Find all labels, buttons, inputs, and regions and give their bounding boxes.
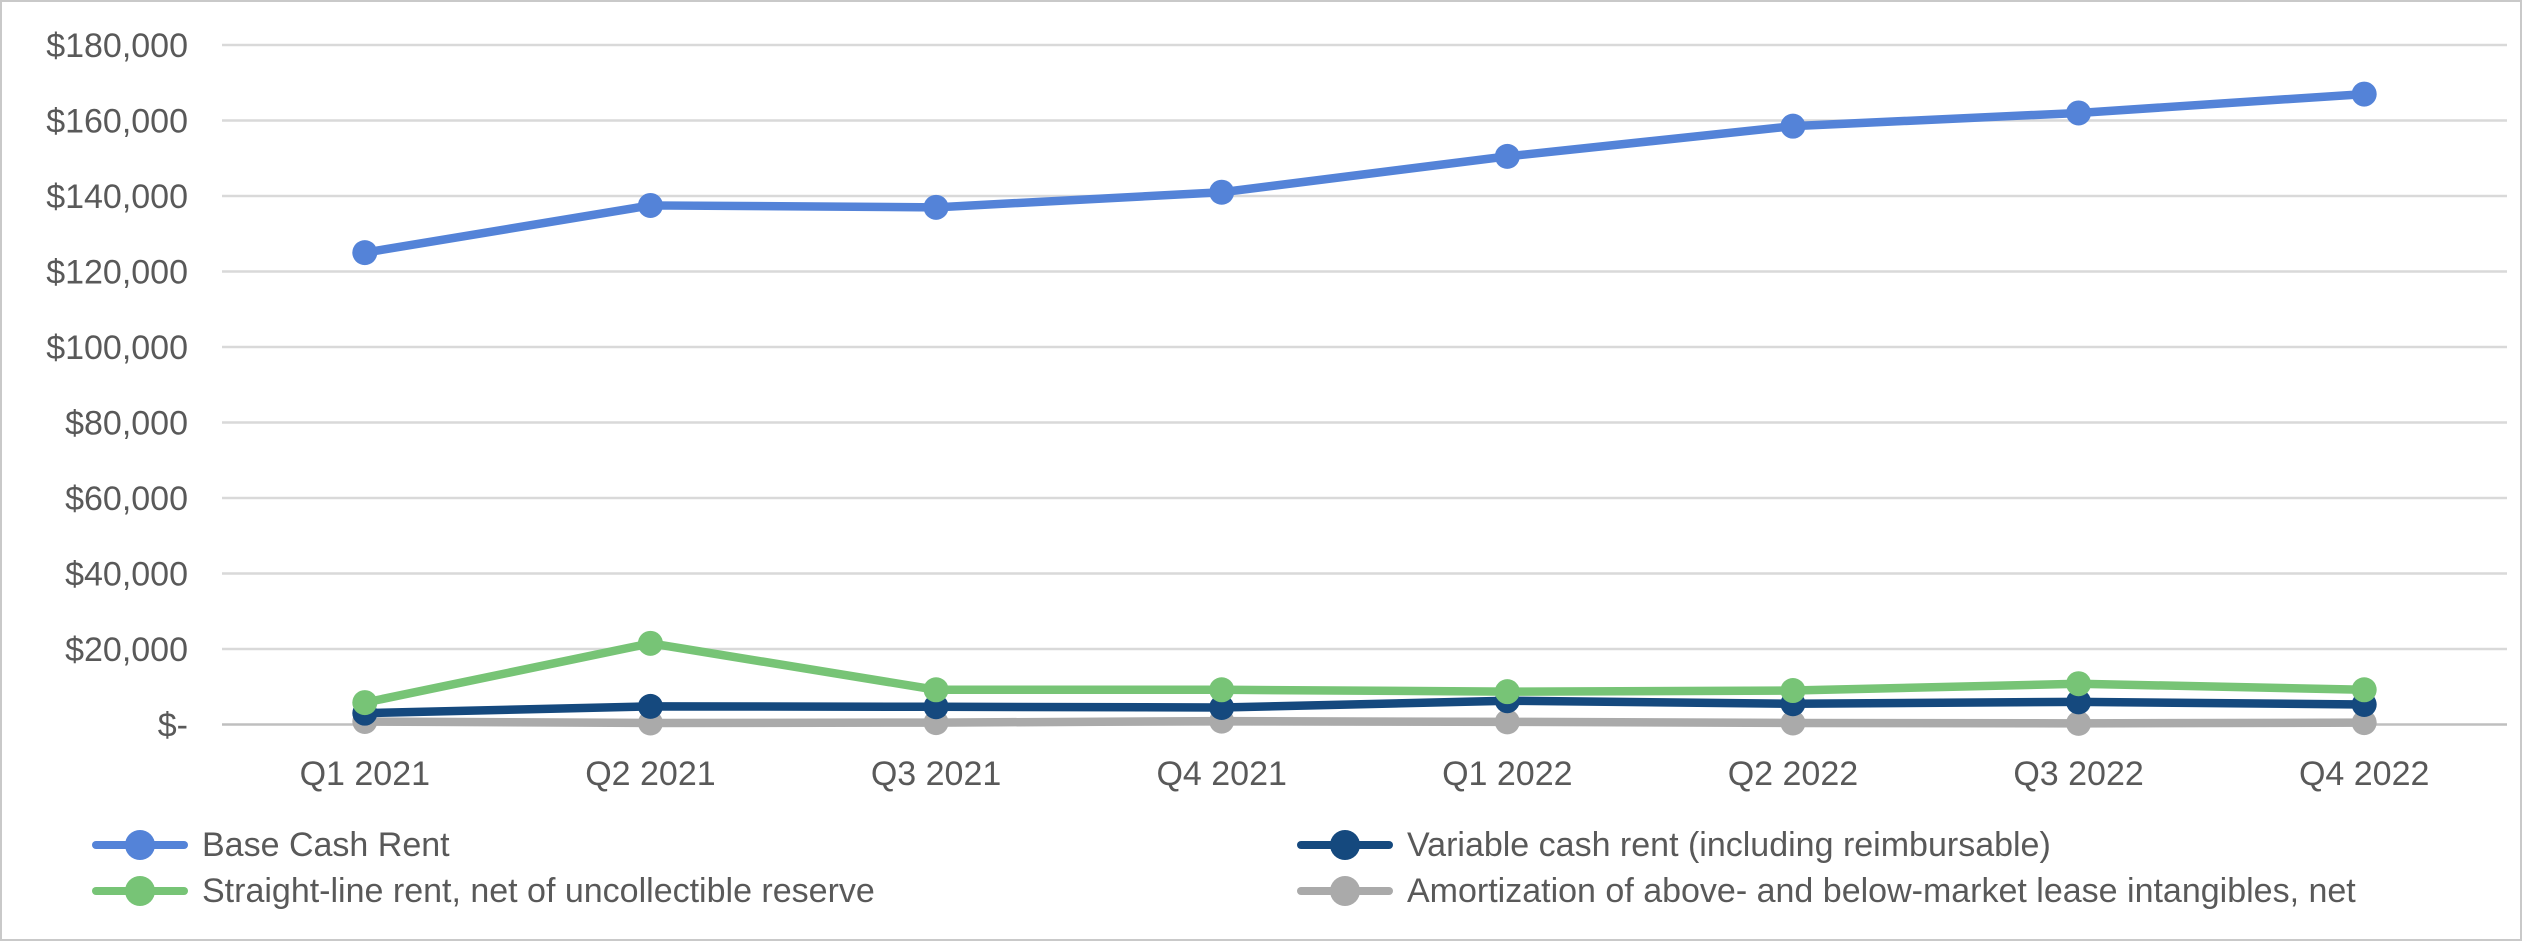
svg-text:Q3 2022: Q3 2022 [2013,755,2143,793]
legend-line-marker-icon [1297,830,1393,860]
svg-text:$60,000: $60,000 [65,480,188,518]
legend-label: Base Cash Rent [202,826,450,864]
legend-item-base-cash-rent: Base Cash Rent [92,825,450,865]
svg-text:$180,000: $180,000 [46,27,188,65]
legend-label: Straight-line rent, net of uncollectible… [202,872,875,910]
svg-text:Q4 2021: Q4 2021 [1156,755,1286,793]
legend-item-variable-cash-rent: Variable cash rent (including reimbursab… [1297,825,2051,865]
svg-text:Q1 2021: Q1 2021 [300,755,430,793]
plot-area: $180,000 $160,000 $140,000 $120,000 $100,000… [46,27,2507,793]
legend-line-marker-icon [1297,876,1393,906]
svg-text:$80,000: $80,000 [65,405,188,443]
legend-item-amortization: Amortization of above- and below-market … [1297,871,2356,911]
legend-line-marker-icon [92,876,188,906]
svg-text:Q4 2022: Q4 2022 [2299,755,2429,793]
svg-text:$160,000: $160,000 [46,103,188,141]
svg-text:$20,000: $20,000 [65,631,188,669]
legend-label: Variable cash rent (including reimbursab… [1407,826,2051,864]
legend-item-straight-line-rent: Straight-line rent, net of uncollectible… [92,871,875,911]
svg-text:$40,000: $40,000 [65,556,188,594]
svg-text:$120,000: $120,000 [46,254,188,292]
svg-text:$140,000: $140,000 [46,178,188,216]
svg-text:Q3 2021: Q3 2021 [871,755,1001,793]
svg-text:$100,000: $100,000 [46,329,188,367]
svg-text:Q1 2022: Q1 2022 [1442,755,1572,793]
svg-text:$-: $- [158,707,188,745]
svg-text:Q2 2022: Q2 2022 [1728,755,1858,793]
legend-line-marker-icon [92,830,188,860]
svg-text:Q2 2021: Q2 2021 [585,755,715,793]
legend-label: Amortization of above- and below-market … [1407,872,2356,910]
